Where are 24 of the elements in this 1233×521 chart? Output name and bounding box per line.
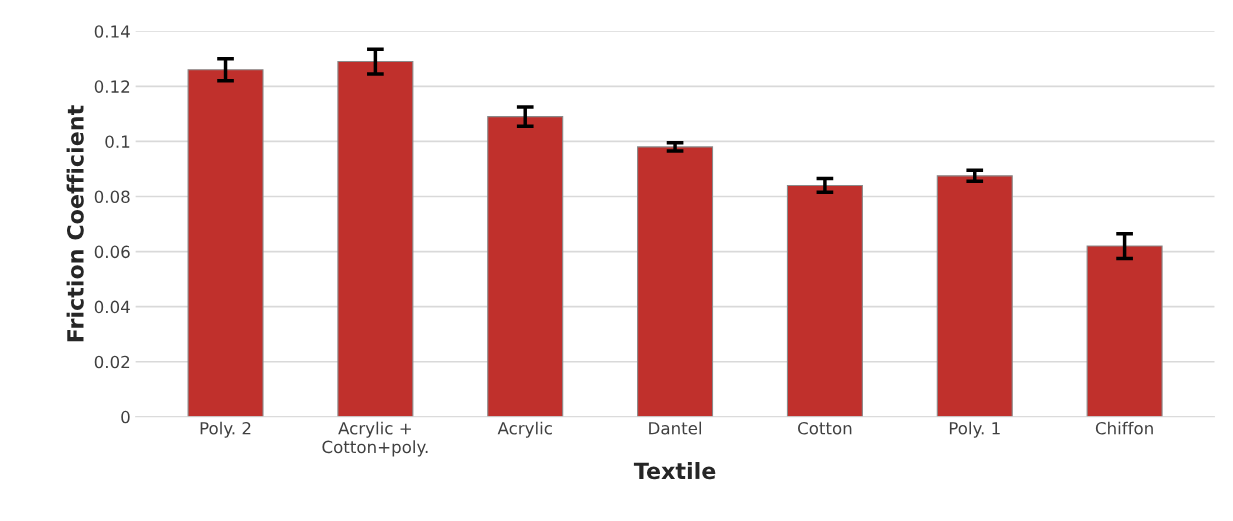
bar <box>1086 245 1163 417</box>
x-axis-title: Textile <box>633 462 716 480</box>
y-tick-label: 0.14 <box>94 25 130 38</box>
x-tick-label: Poly. 2 <box>200 421 251 438</box>
y-axis-title: Friction Coefficient <box>66 105 84 342</box>
y-tick-label: 0.06 <box>94 245 130 259</box>
bar <box>637 146 714 417</box>
x-tick-label: Chiffon <box>1095 421 1153 435</box>
y-tick-label: 0.02 <box>94 355 130 369</box>
y-tick-label: 0.04 <box>94 300 130 314</box>
x-tick-label: Dantel <box>649 421 702 435</box>
bar <box>786 184 863 417</box>
bar <box>187 69 264 417</box>
y-tick-label: 0.12 <box>94 80 130 93</box>
bar <box>337 60 414 417</box>
y-tick-label: 0.08 <box>94 190 130 204</box>
x-tick-label: Acrylic <box>497 421 552 438</box>
y-tick-label: 0 <box>121 410 130 424</box>
bar <box>936 175 1013 417</box>
x-tick-label: Acrylic + Cotton+poly. <box>322 421 428 457</box>
bar <box>487 116 564 417</box>
x-tick-label: Poly. 1 <box>949 421 1000 438</box>
y-tick-label: 0.1 <box>105 135 130 148</box>
x-tick-label: Cotton <box>798 421 852 435</box>
